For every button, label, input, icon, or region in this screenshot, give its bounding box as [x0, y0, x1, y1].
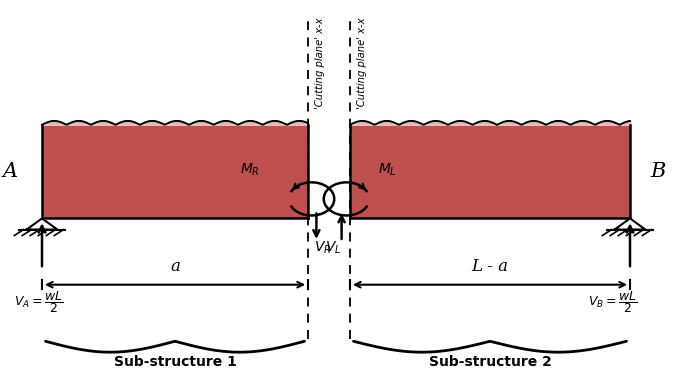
- Bar: [42, 125, 308, 218]
- Text: $V_B = \dfrac{wL}{2}$: $V_B = \dfrac{wL}{2}$: [587, 289, 637, 314]
- Text: a: a: [170, 258, 180, 275]
- Text: L - a: L - a: [472, 258, 508, 275]
- Text: B: B: [650, 162, 666, 181]
- Text: Sub-structure 1: Sub-structure 1: [113, 355, 237, 369]
- Text: $M_R$: $M_R$: [239, 162, 260, 179]
- Text: A: A: [3, 162, 18, 181]
- Text: 'Cutting plane' x-x: 'Cutting plane' x-x: [357, 18, 367, 109]
- Text: $V_L$: $V_L$: [325, 240, 341, 256]
- Text: $V_A = \dfrac{wL}{2}$: $V_A = \dfrac{wL}{2}$: [14, 289, 64, 314]
- Polygon shape: [615, 218, 645, 230]
- Polygon shape: [27, 218, 57, 230]
- Text: Sub-structure 2: Sub-structure 2: [428, 355, 552, 369]
- Text: 'Cutting plane' x-x: 'Cutting plane' x-x: [315, 18, 325, 109]
- Text: $V_R$: $V_R$: [314, 240, 331, 256]
- Bar: [350, 125, 630, 218]
- Text: $M_L$: $M_L$: [378, 162, 396, 179]
